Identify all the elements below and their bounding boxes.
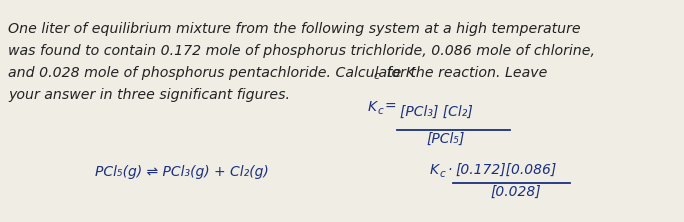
Text: [0.028]: [0.028] [490, 185, 540, 199]
Text: One liter of equilibrium mixture from the following system at a high temperature: One liter of equilibrium mixture from th… [8, 22, 581, 36]
Text: was found to contain 0.172 mole of phosphorus trichloride, 0.086 mole of chlorin: was found to contain 0.172 mole of phosp… [8, 44, 595, 58]
Text: [0.172][0.086]: [0.172][0.086] [455, 163, 556, 177]
Text: your answer in three significant figures.: your answer in three significant figures… [8, 88, 290, 102]
Text: K: K [368, 100, 377, 114]
Text: K: K [430, 163, 439, 177]
Text: [PCl₃] [Cl₂]: [PCl₃] [Cl₂] [400, 105, 473, 119]
Text: c: c [374, 71, 380, 81]
Text: ·: · [447, 163, 451, 177]
Text: [PCl₅]: [PCl₅] [426, 132, 464, 146]
Text: for the reaction. Leave: for the reaction. Leave [382, 66, 547, 80]
Text: PCl₅(g) ⇌ PCl₃(g) + Cl₂(g): PCl₅(g) ⇌ PCl₃(g) + Cl₂(g) [95, 165, 269, 179]
Text: and 0.028 mole of phosphorus pentachloride. Calculate K: and 0.028 mole of phosphorus pentachlori… [8, 66, 415, 80]
Text: c: c [378, 106, 384, 116]
Text: =: = [385, 100, 397, 114]
Text: c: c [440, 169, 446, 179]
